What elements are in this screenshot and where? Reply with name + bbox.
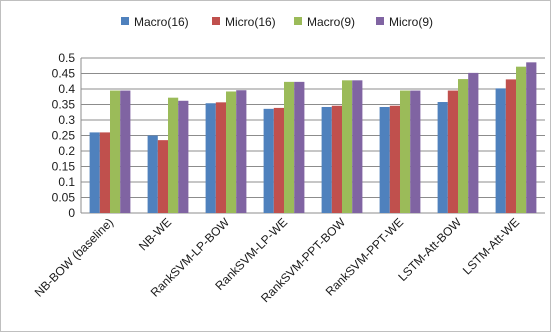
bar-micro-16-ranksvm-lp-bow <box>215 102 226 213</box>
y-tick-label: 0.4 <box>58 82 75 96</box>
bar-micro-9-lstm-att-we <box>526 62 537 214</box>
y-tick-label: 0.2 <box>58 144 75 158</box>
legend-label-macro-9: Macro(9) <box>307 15 355 29</box>
y-tick-label: 0.25 <box>52 129 76 143</box>
bar-micro-9-ranksvm-ppt-we <box>410 90 421 213</box>
x-tick-label: NB-WE <box>136 215 174 253</box>
bar-macro-16-ranksvm-lp-bow <box>205 103 216 213</box>
bar-macro-9-lstm-att-we <box>516 66 527 214</box>
bar-micro-16-ranksvm-lp-we <box>273 107 284 213</box>
bar-micro-16-lstm-att-bow <box>447 90 458 213</box>
bar-macro-16-nb-bow-baseline <box>89 132 100 213</box>
bar-micro-16-ranksvm-ppt-we <box>389 105 400 213</box>
bar-micro-9-ranksvm-ppt-bow <box>352 80 363 213</box>
bar-macro-16-ranksvm-ppt-bow <box>321 106 332 213</box>
bar-micro-16-nb-we <box>157 140 168 213</box>
x-axis: NB-BOW (baseline) NB-WERankSVM-LP-BOWRank… <box>32 215 522 306</box>
bar-macro-16-lstm-att-bow <box>437 102 448 213</box>
y-tick-label: 0.5 <box>58 51 75 65</box>
bar-macro-16-ranksvm-ppt-we <box>379 106 390 213</box>
y-tick-label: 0 <box>68 206 75 220</box>
y-tick-label: 0.45 <box>52 67 76 81</box>
bar-macro-9-nb-bow-baseline <box>110 90 121 213</box>
bar-micro-9-ranksvm-lp-we <box>294 81 305 214</box>
bar-micro-9-lstm-att-bow <box>468 72 479 213</box>
y-tick-label: 0.35 <box>52 98 76 112</box>
bar-macro-9-ranksvm-lp-bow <box>226 91 237 213</box>
bar-macro-9-ranksvm-ppt-bow <box>342 80 353 213</box>
legend: Macro(16) Micro(16) Macro(9) Micro(9) <box>121 15 433 29</box>
legend-swatch-micro-16 <box>212 17 220 25</box>
y-tick-label: 0.15 <box>52 160 76 174</box>
legend-swatch-micro-9 <box>376 17 384 25</box>
y-tick-label: 0.3 <box>58 113 75 127</box>
bar-macro-9-nb-we <box>168 97 179 213</box>
legend-label-micro-9: Micro(9) <box>389 15 433 29</box>
x-tick-label: LSTM-Att-WE <box>460 215 522 277</box>
legend-swatch-macro-16 <box>121 17 129 25</box>
bar-macro-16-ranksvm-lp-we <box>263 108 274 213</box>
legend-swatch-macro-9 <box>294 17 302 25</box>
bar-macro-9-lstm-att-bow <box>458 79 469 213</box>
legend-label-micro-16: Micro(16) <box>225 15 276 29</box>
bar-chart: Macro(16) Micro(16) Macro(9) Micro(9) 00.05… <box>32 15 545 306</box>
bars <box>89 62 537 214</box>
bar-micro-16-lstm-att-we <box>505 79 516 213</box>
bar-micro-9-nb-bow-baseline <box>120 90 131 213</box>
bar-micro-9-nb-we <box>178 100 189 213</box>
bar-micro-16-ranksvm-ppt-bow <box>331 105 342 213</box>
bar-micro-9-ranksvm-lp-bow <box>236 90 247 213</box>
bar-macro-16-lstm-att-we <box>495 88 506 213</box>
y-tick-label: 0.05 <box>52 191 76 205</box>
y-tick-label: 0.1 <box>58 175 75 189</box>
legend-label-macro-16: Macro(16) <box>134 15 189 29</box>
bar-macro-16-nb-we <box>147 135 158 213</box>
bar-macro-9-ranksvm-ppt-we <box>400 90 411 213</box>
x-tick-label: NB-BOW (baseline) <box>32 215 116 299</box>
bar-micro-16-nb-bow-baseline <box>99 132 110 213</box>
bar-macro-9-ranksvm-lp-we <box>284 81 295 214</box>
